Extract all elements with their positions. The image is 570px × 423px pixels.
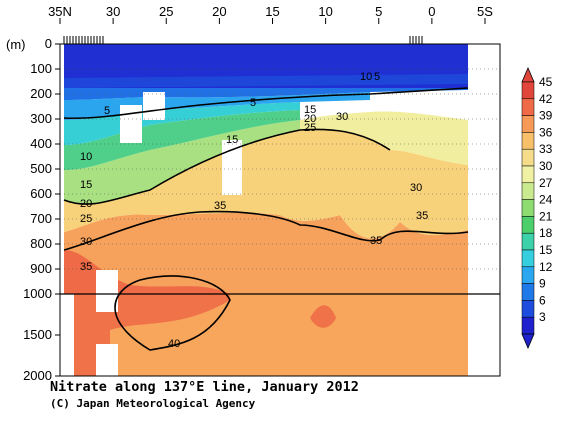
contour-label: 15 xyxy=(304,104,316,116)
station-ticks xyxy=(63,36,423,44)
x-tick-label: 35N xyxy=(48,4,72,19)
colorbar-label: 6 xyxy=(539,293,546,307)
y-tick-label: 800 xyxy=(30,236,52,251)
contour-label: 10 xyxy=(360,71,372,83)
colorbar-swatch xyxy=(521,266,535,284)
contour-label-group: 5 10 15 20 25 30 35 40 5 10 5 15 20 25 3… xyxy=(80,71,428,350)
x-tick-label: 0 xyxy=(428,4,435,19)
contour-label: 35 xyxy=(370,235,382,247)
colorbar-swatch xyxy=(521,249,535,268)
x-tick-label: 20 xyxy=(212,4,226,19)
contour-label: 35 xyxy=(416,210,428,222)
y-tick-label: 600 xyxy=(30,186,52,201)
colorbar-swatch xyxy=(521,300,535,318)
colorbar-label: 27 xyxy=(539,176,553,190)
contour-label: 25 xyxy=(80,213,92,225)
contour-label: 5 xyxy=(104,105,110,117)
colorbar-swatch xyxy=(521,115,535,133)
colorbar-label: 33 xyxy=(539,142,553,156)
colorbar-label: 24 xyxy=(539,193,553,207)
colorbar-label: 15 xyxy=(539,243,553,257)
colorbar-swatch xyxy=(521,316,535,335)
colorbar-label: 9 xyxy=(539,277,546,291)
colorbar-swatch xyxy=(521,165,535,184)
y-tick-label: 0 xyxy=(45,36,52,51)
colorbar-swatch xyxy=(521,132,535,150)
contour-label: 15 xyxy=(80,179,92,191)
colorbar-swatch xyxy=(521,98,535,116)
x-tick-label: 30 xyxy=(106,4,120,19)
colorbar-swatch xyxy=(521,199,535,217)
colorbar-arrow-bottom xyxy=(521,333,535,350)
contour-label: 40 xyxy=(168,338,180,350)
colorbar-swatch xyxy=(521,148,535,167)
contour-label: 30 xyxy=(80,236,92,248)
y-tick-label: 500 xyxy=(30,161,52,176)
colorbar-swatch xyxy=(521,182,535,200)
plot-frame xyxy=(59,43,501,377)
y-tick-label: 2000 xyxy=(23,368,52,383)
y-tick-label: 300 xyxy=(30,111,52,126)
y-tick-label: 900 xyxy=(30,261,52,276)
colorbar-label: 39 xyxy=(539,109,553,123)
y-tick-label: 100 xyxy=(30,61,52,76)
contour-label: 10 xyxy=(80,151,92,163)
y-tick-label: 200 xyxy=(30,86,52,101)
contour-label: 5 xyxy=(250,97,256,109)
x-tick-label: 5 xyxy=(375,4,382,19)
y-tick-label: 400 xyxy=(30,136,52,151)
colorbar-label: 36 xyxy=(539,125,553,139)
colorbar: 45 42 39 36 33 30 27 24 21 18 15 12 9 6 3 xyxy=(521,66,553,350)
contour-label: 15 xyxy=(226,134,238,146)
colorbar-label: 30 xyxy=(539,159,553,173)
colorbar-swatch xyxy=(521,216,535,234)
contour-label: 35 xyxy=(214,200,226,212)
contour-label: 30 xyxy=(410,182,422,194)
chart-title: Nitrate along 137°E line, January 2012 xyxy=(50,379,359,395)
contour-label: 20 xyxy=(80,198,92,210)
colorbar-label: 21 xyxy=(539,209,553,223)
colorbar-label: 3 xyxy=(539,310,546,324)
contour-lines xyxy=(60,87,500,351)
y-tick-label: 1000 xyxy=(23,286,52,301)
colorbar-swatch xyxy=(521,232,535,251)
colorbar-swatch xyxy=(521,283,535,301)
y-tick-label: 700 xyxy=(30,211,52,226)
colorbar-label: 12 xyxy=(539,260,553,274)
colorbar-label: 42 xyxy=(539,92,553,106)
contour-label: 20 xyxy=(304,113,316,125)
x-tick-label: 15 xyxy=(265,4,279,19)
y-axis-unit: (m) xyxy=(6,37,26,52)
y-axis: 0 100 200 300 400 500 600 700 800 900 1000 1500 2000 xyxy=(23,36,500,383)
x-axis: 35N 30 25 20 15 10 5 0 5S xyxy=(48,4,493,24)
x-tick-label: 25 xyxy=(159,4,173,19)
contour-label: 30 xyxy=(336,111,348,123)
contour-label: 5 xyxy=(374,71,380,83)
y-tick-label: 1500 xyxy=(23,327,52,342)
colorbar-swatch xyxy=(521,81,535,100)
colorbar-arrow-top xyxy=(521,66,535,83)
x-tick-label: 10 xyxy=(318,4,332,19)
contour-label: 25 xyxy=(304,122,316,134)
chart-credit: (C) Japan Meteorological Agency xyxy=(50,397,256,410)
x-tick-label: 5S xyxy=(477,4,493,19)
colorbar-label: 45 xyxy=(539,75,553,89)
contour-label: 35 xyxy=(80,261,92,273)
colorbar-label: 18 xyxy=(539,226,553,240)
nitrate-field xyxy=(64,44,468,376)
